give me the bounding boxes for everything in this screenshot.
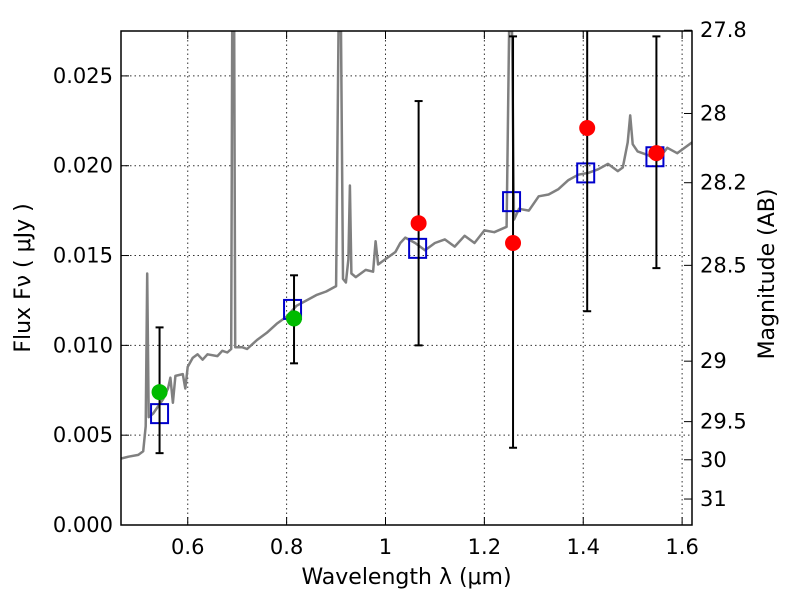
y2-tick-label: 31	[700, 487, 727, 511]
observed-red-point	[648, 145, 665, 162]
y2-tick-label: 30	[700, 448, 727, 472]
y2-tick-label: 28.5	[700, 253, 747, 277]
y2-tick-label: 29.5	[700, 410, 747, 434]
y2-axis-title: Magnitude (AB)	[755, 189, 780, 360]
y-tick-label: 0.020	[53, 154, 113, 178]
tick-labels: 0.6 0.8 1 1.2 1.4 1.6 0.000 0.005 0.010 0.015 0.02…	[53, 18, 747, 559]
x-tick-label: 1.6	[665, 535, 698, 559]
observed-red-point	[579, 120, 596, 137]
y-axis-title: Flux Fν ( μJy )	[11, 203, 36, 352]
y-tick-label: 0.025	[53, 64, 113, 88]
y-tick-label: 0.000	[53, 513, 113, 537]
x-tick-label: 0.6	[171, 535, 204, 559]
plot-content	[121, 31, 692, 460]
x-axis-title: Wavelength λ (μm)	[301, 565, 511, 590]
y2-tick-label: 28	[700, 101, 727, 125]
observed-green-point	[286, 310, 303, 327]
model-photometry-square	[502, 191, 522, 213]
x-tick-label: 1	[379, 535, 392, 559]
model-spectrum-line	[121, 31, 692, 460]
plot-frame	[120, 30, 693, 526]
observed-green-point	[151, 384, 168, 401]
y2-tick-label: 28.2	[700, 171, 747, 195]
y2-tick-label: 27.8	[700, 18, 747, 42]
y-tick-label: 0.010	[53, 333, 113, 357]
x-tick-label: 1.4	[567, 535, 600, 559]
y-tick-label: 0.015	[53, 244, 113, 268]
observed-red-point	[505, 234, 522, 251]
x-tick-label: 0.8	[270, 535, 303, 559]
grid	[121, 31, 692, 525]
y2-tick-label: 29	[700, 349, 727, 373]
model-photometry-square	[576, 162, 596, 184]
observed-red-point	[410, 215, 427, 232]
x-tick-label: 1.2	[468, 535, 501, 559]
ticks	[121, 29, 692, 526]
y-tick-label: 0.005	[53, 423, 113, 447]
